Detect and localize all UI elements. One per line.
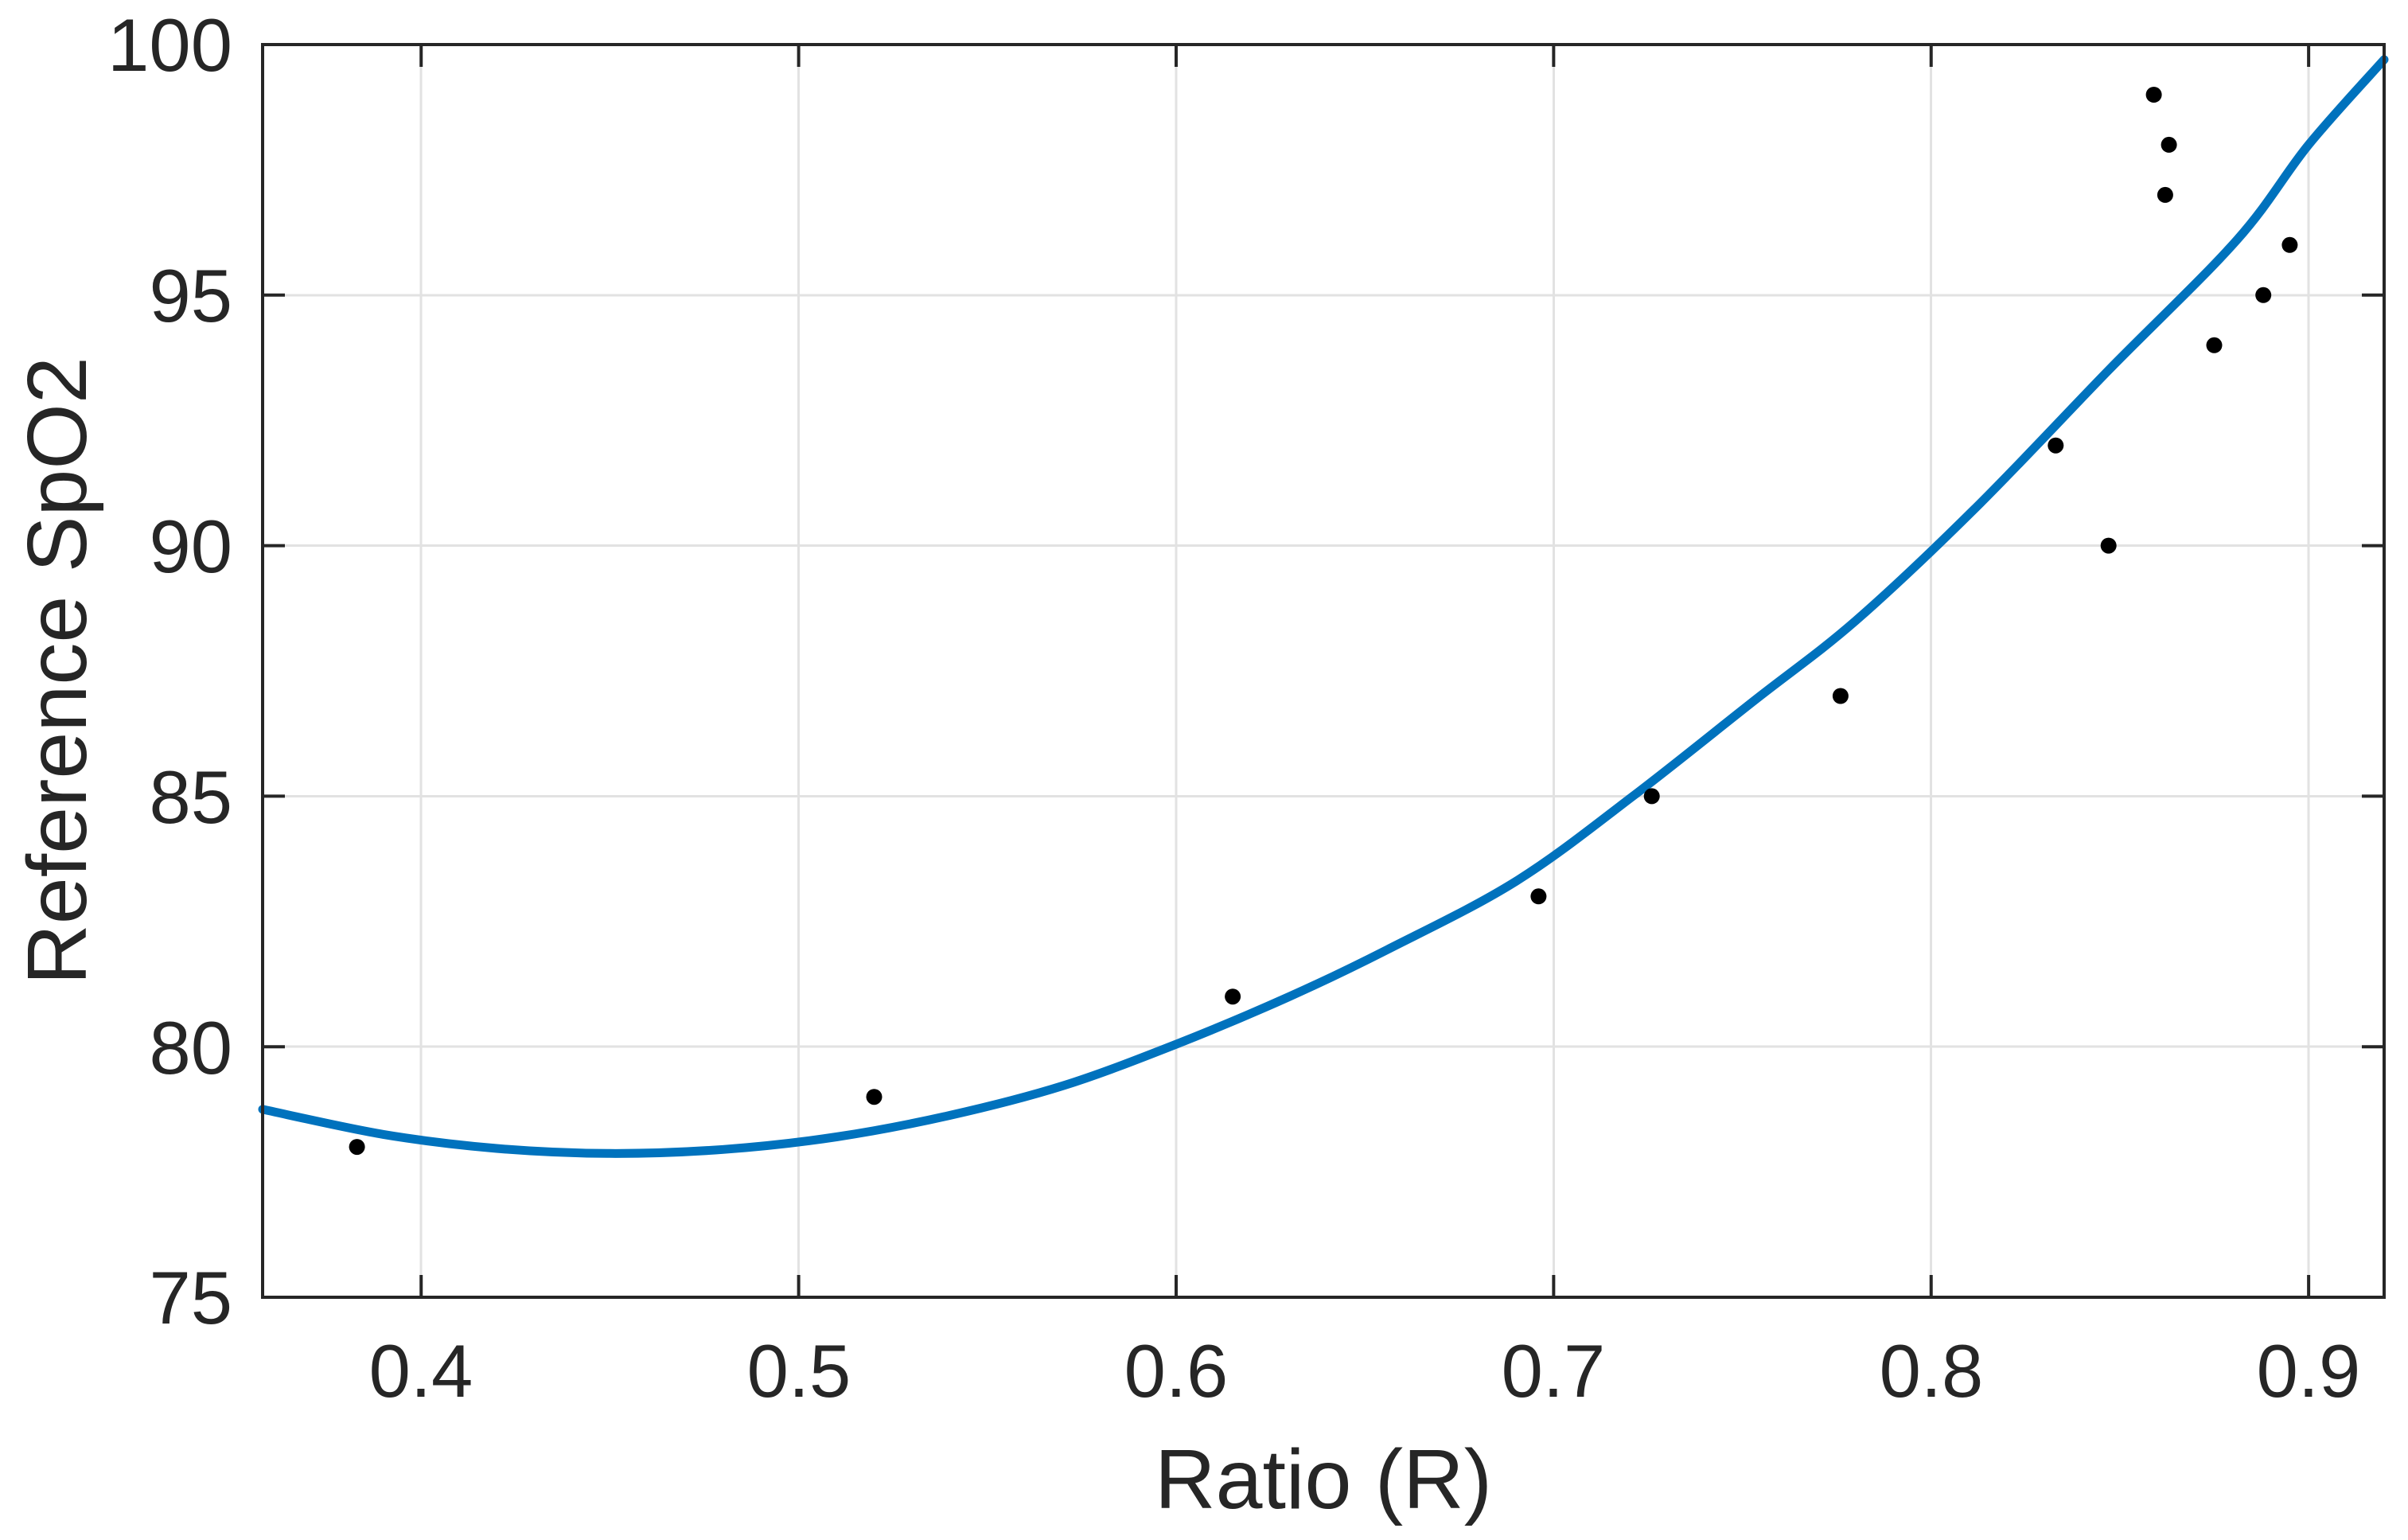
data-point xyxy=(1643,788,1660,805)
data-point xyxy=(866,1089,883,1105)
tick-layer xyxy=(263,43,2384,1299)
data-point xyxy=(2206,337,2223,353)
data-point xyxy=(2048,437,2064,454)
ytick-label-85: 85 xyxy=(149,755,232,839)
ytick-label-100: 100 xyxy=(107,3,232,87)
ytick-label-75: 75 xyxy=(149,1256,232,1339)
data-point xyxy=(2281,236,2298,253)
data-point xyxy=(1832,688,1849,704)
xtick-label-0.8: 0.8 xyxy=(1880,1329,1984,1413)
plot-box xyxy=(261,43,2386,1299)
xtick-label-0.7: 0.7 xyxy=(1502,1329,1606,1413)
fit-curve xyxy=(258,55,2389,1158)
y-axis-label: Reference SpO2 xyxy=(10,357,104,985)
data-point xyxy=(2100,537,2117,554)
ytick-label-95: 95 xyxy=(149,254,232,337)
data-point xyxy=(2255,287,2272,303)
grid-layer xyxy=(263,45,2384,1297)
xtick-label-0.9: 0.9 xyxy=(2257,1329,2361,1413)
xtick-label-0.5: 0.5 xyxy=(747,1329,851,1413)
series-layer xyxy=(258,55,2389,1158)
ytick-label-90: 90 xyxy=(149,505,232,588)
data-point xyxy=(2161,136,2177,153)
xtick-label-0.6: 0.6 xyxy=(1124,1329,1229,1413)
data-point xyxy=(1530,888,1547,905)
data-point xyxy=(2157,186,2173,203)
data-point xyxy=(349,1139,365,1156)
data-point xyxy=(2145,87,2162,103)
ytick-label-80: 80 xyxy=(149,1006,232,1090)
x-axis-label: Ratio (R) xyxy=(1155,1433,1492,1526)
data-point xyxy=(1225,988,1241,1005)
xtick-label-0.4: 0.4 xyxy=(369,1329,473,1413)
